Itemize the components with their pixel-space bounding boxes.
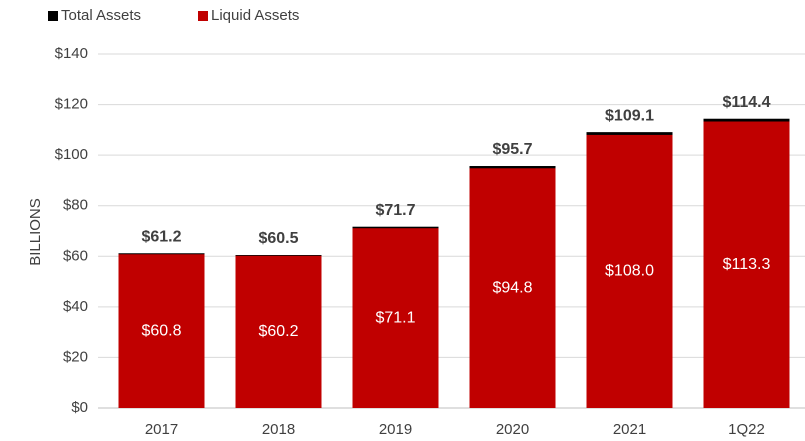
bar [469,168,556,408]
data-label: $71.7 [375,202,415,219]
legend-label: Total Assets [61,7,141,24]
bar [352,228,439,408]
bar [586,134,673,408]
y-tick-label: $120 [55,96,88,113]
data-label: $60.2 [258,323,298,340]
data-label: $61.2 [141,228,181,245]
x-tick-label: 2017 [145,421,178,438]
data-label: $113.3 [723,256,771,273]
y-tick-label: $60 [63,247,88,264]
y-tick-label: $140 [55,45,88,62]
y-tick-label: $40 [63,298,88,315]
legend-label: Liquid Assets [211,7,299,24]
legend-swatch [48,11,58,21]
data-label: $108.0 [605,263,654,280]
x-tick-label: 1Q22 [728,421,765,438]
x-tick-label: 2019 [379,421,412,438]
y-tick-label: $20 [63,348,88,365]
x-tick-label: 2020 [496,421,529,438]
y-tick-label: $100 [55,146,88,163]
x-tick-label: 2021 [613,421,646,438]
data-label: $60.8 [141,322,181,339]
data-label: $95.7 [492,141,532,158]
data-label: $94.8 [492,279,532,296]
data-label: $60.5 [258,230,298,247]
data-label: $114.4 [722,94,770,111]
bar [235,255,322,408]
y-axis-label: BILLIONS [27,198,44,266]
y-tick-label: $80 [63,197,88,214]
y-tick-label: $0 [71,399,88,416]
data-label: $71.1 [375,309,415,326]
legend-swatch [198,11,208,21]
bar [703,121,790,409]
data-label: $109.1 [605,107,654,124]
x-tick-label: 2018 [262,421,295,438]
bar [118,254,205,408]
